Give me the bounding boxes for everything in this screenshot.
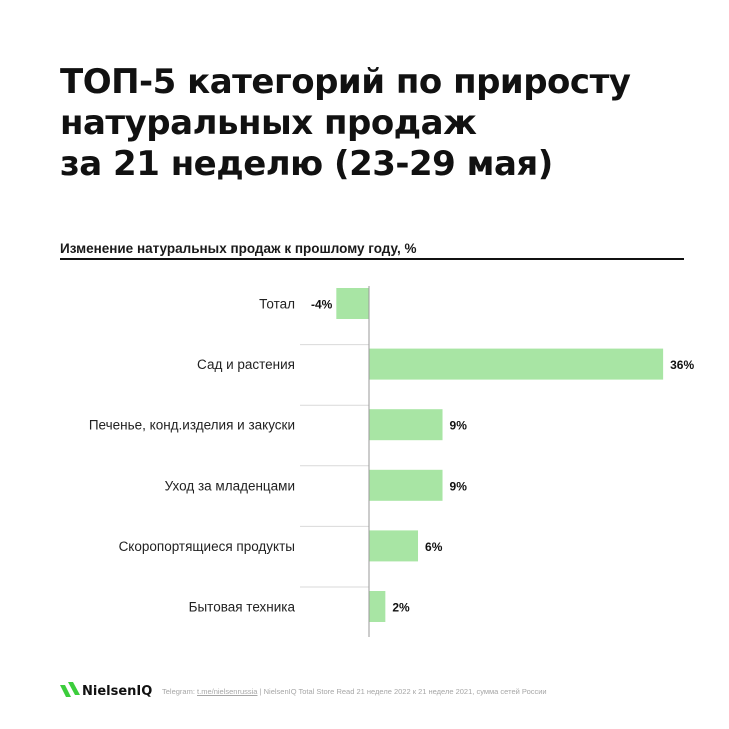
data-label: 9% bbox=[450, 479, 468, 493]
telegram-label: Telegram: bbox=[162, 687, 195, 696]
bar bbox=[369, 591, 386, 622]
bar bbox=[369, 409, 443, 441]
subtitle-underline bbox=[60, 258, 684, 260]
source-text: NielsenIQ Total Store Read 21 неделе 202… bbox=[263, 687, 547, 696]
chart-title: ТОП-5 категорий по приросту натуральных … bbox=[60, 62, 700, 185]
telegram-link[interactable]: t.me/nielsenrussia bbox=[197, 687, 258, 696]
nielseniq-logo-icon bbox=[60, 682, 80, 697]
title-line-2: натуральных продаж bbox=[60, 103, 477, 143]
category-label: Уход за младенцами bbox=[165, 478, 295, 493]
data-label: -4% bbox=[311, 298, 333, 312]
separator: | bbox=[259, 687, 262, 696]
bar bbox=[369, 469, 443, 501]
category-label: Бытовая техника bbox=[189, 600, 296, 615]
bar bbox=[336, 288, 369, 319]
brand-name: NielsenIQ bbox=[82, 684, 153, 699]
bar bbox=[369, 348, 664, 380]
category-label: Тотал bbox=[259, 297, 295, 312]
data-label: 2% bbox=[392, 601, 410, 615]
title-line-1: ТОП-5 категорий по приросту bbox=[60, 62, 631, 102]
data-label: 6% bbox=[425, 540, 443, 554]
data-label: 9% bbox=[450, 419, 468, 433]
footer: NielsenIQ Telegram: t.me/nielsenrussia |… bbox=[60, 682, 700, 706]
category-label: Скоропортящиеся продукты bbox=[119, 539, 295, 554]
chart-subtitle: Изменение натуральных продаж к прошлому … bbox=[60, 241, 417, 256]
category-label: Сад и растения bbox=[197, 357, 295, 372]
category-label: Печенье, конд.изделия и закуски bbox=[89, 418, 295, 433]
bar bbox=[369, 530, 419, 562]
data-label: 36% bbox=[670, 358, 694, 372]
title-line-3: за 21 неделю (23-29 мая) bbox=[60, 144, 553, 184]
source-note: Telegram: t.me/nielsenrussia | NielsenIQ… bbox=[162, 687, 547, 696]
